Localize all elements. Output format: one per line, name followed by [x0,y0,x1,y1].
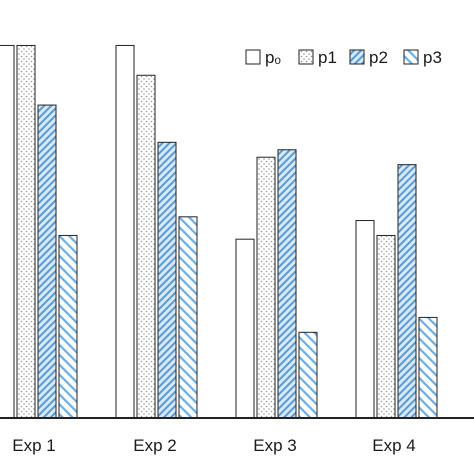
x-tick-labels: Exp 1 Exp 2 Exp 3 Exp 4 [12,436,415,455]
bar-exp1-series-2 [37,104,57,419]
bar-exp3-series-3 [298,331,318,419]
x-tick-label: Exp 2 [133,436,176,455]
bar-exp1-series-0 [0,44,15,419]
legend: pₒ p1 p2 p3 [245,48,442,67]
bar-exp4-series-2 [397,164,417,419]
x-tick-label: Exp 4 [372,436,415,455]
legend-swatch-1 [298,49,314,65]
bars-group [0,44,438,419]
bar-exp3-series-2 [277,149,297,419]
legend-label-3: p3 [423,48,442,67]
legend-label-2: p2 [369,48,388,67]
bar-exp3-series-1 [256,156,276,419]
bar-exp4-series-1 [376,234,396,419]
bar-exp1-series-1 [16,44,36,419]
legend-swatch-0 [245,49,261,65]
bar-exp1-series-3 [58,234,78,419]
bar-exp3-series-0 [235,238,255,419]
legend-label-0: pₒ [265,48,281,67]
bar-exp4-series-0 [355,220,375,419]
bar-exp2-series-1 [136,74,156,419]
bar-exp2-series-2 [157,141,177,419]
legend-swatch-3 [403,49,419,65]
legend-label-1: p1 [318,48,337,67]
x-tick-label: Exp 3 [253,436,296,455]
bar-exp4-series-3 [418,316,438,419]
bar-exp2-series-3 [178,216,198,419]
legend-swatch-2 [349,49,365,65]
x-tick-label: Exp 1 [12,436,55,455]
bar-exp2-series-0 [115,44,135,419]
